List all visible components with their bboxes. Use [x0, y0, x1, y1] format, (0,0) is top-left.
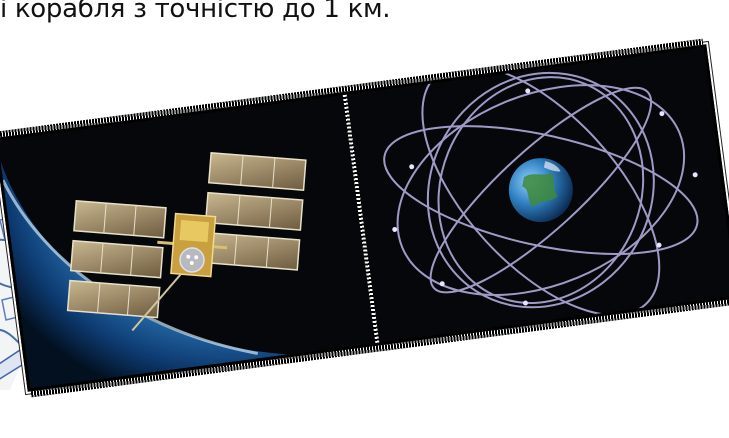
photo-strip — [0, 38, 729, 398]
satellite-orbits-globe-icon — [346, 47, 729, 343]
gps-satellite-over-earth-icon — [0, 95, 376, 389]
page-caption: і корабля з точністю до 1 км. — [0, 0, 391, 24]
